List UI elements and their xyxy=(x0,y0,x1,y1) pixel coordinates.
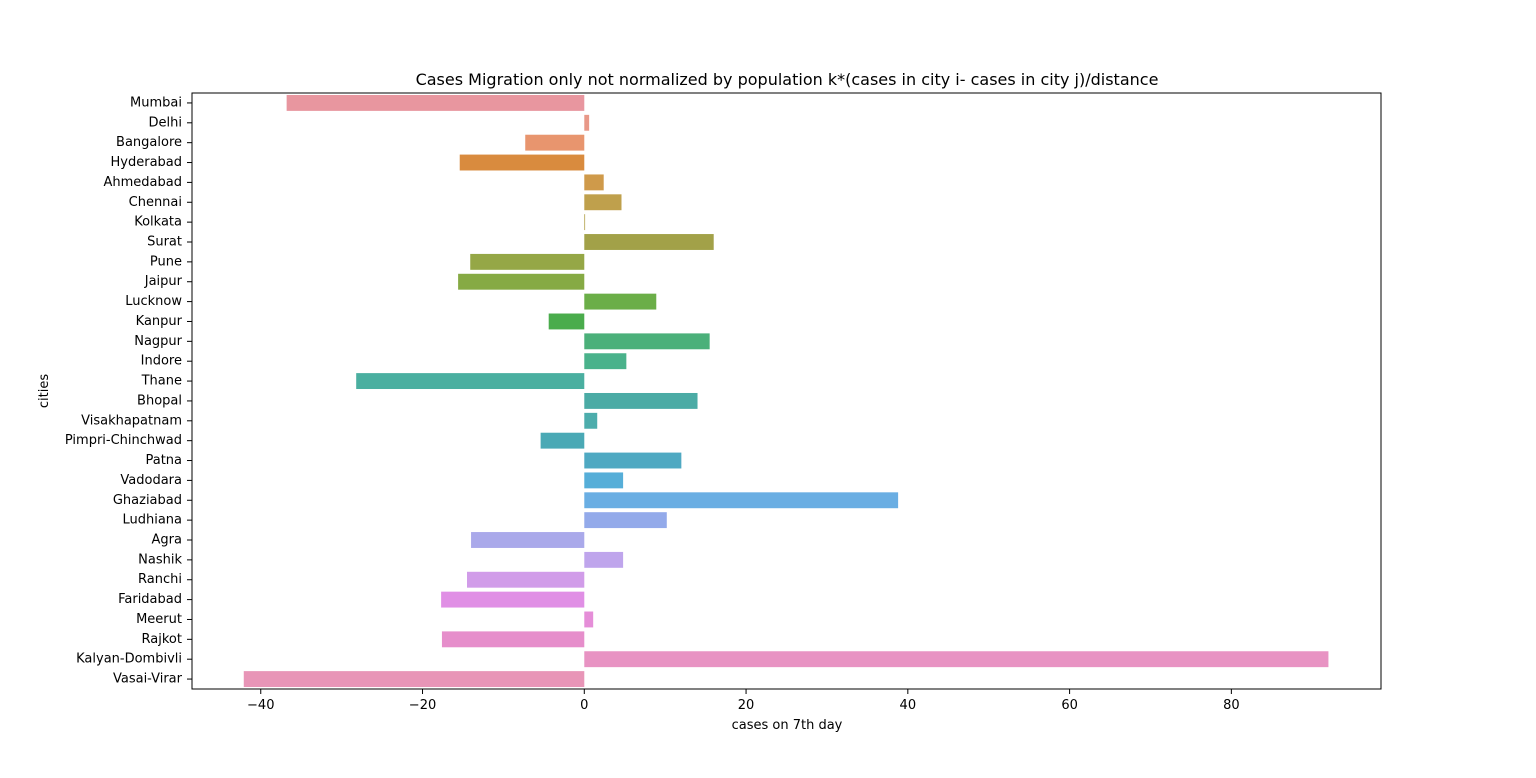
bar-kalyan-dombivli xyxy=(584,651,1329,668)
y-tick-label: Indore xyxy=(141,354,182,369)
y-tick-label: Thane xyxy=(141,374,182,389)
y-axis-label: cities xyxy=(37,374,52,408)
bar-vasai-virar xyxy=(243,671,585,688)
bar-ghaziabad xyxy=(584,492,899,509)
bar-pimpri-chinchwad xyxy=(540,432,585,449)
y-tick-label: Mumbai xyxy=(130,95,182,110)
bar-faridabad xyxy=(441,591,585,608)
y-tick-label: Hyderabad xyxy=(111,155,183,170)
plot-frame xyxy=(191,92,1382,690)
chart-title: Cases Migration only not normalized by p… xyxy=(416,70,1159,89)
bar-chennai xyxy=(584,194,622,211)
bar-kolkata xyxy=(584,214,586,231)
y-tick-label: Visakhapatnam xyxy=(81,413,182,428)
x-tick-label: −40 xyxy=(247,698,274,713)
y-tick-label: Lucknow xyxy=(125,294,182,309)
x-axis-ticks: −40 −20 0 20 40 60 80 xyxy=(247,689,1240,713)
y-tick-label: Surat xyxy=(147,235,182,250)
bar-bhopal xyxy=(584,392,698,409)
x-tick-label: 80 xyxy=(1223,698,1240,713)
bar-surat xyxy=(584,234,714,250)
x-tick-label: 40 xyxy=(900,698,917,713)
x-tick-label: −20 xyxy=(409,698,436,713)
bar-jaipur xyxy=(458,273,585,290)
y-tick-label: Nashik xyxy=(138,552,182,567)
y-tick-label: Delhi xyxy=(149,115,182,130)
bar-indore xyxy=(584,353,627,370)
y-tick-label: Ahmedabad xyxy=(104,175,182,190)
x-tick-label: 20 xyxy=(738,698,755,713)
bar-nagpur xyxy=(584,333,710,350)
bar-delhi xyxy=(584,114,590,131)
bar-patna xyxy=(584,452,682,469)
bar-kanpur xyxy=(548,313,585,330)
bar-bangalore xyxy=(525,134,585,151)
bar-meerut xyxy=(584,611,594,628)
y-tick-label: Kalyan-Dombivli xyxy=(76,652,182,667)
y-tick-label: Ludhiana xyxy=(122,513,182,528)
y-tick-label: Meerut xyxy=(136,612,182,627)
bar-hyderabad xyxy=(459,154,585,171)
bar-agra xyxy=(471,532,585,548)
bar-mumbai xyxy=(286,94,585,111)
bar-rajkot xyxy=(441,631,585,648)
x-tick-label: 0 xyxy=(580,698,588,713)
y-tick-label: Vasai-Virar xyxy=(113,672,183,687)
y-tick-label: Bhopal xyxy=(137,393,182,408)
y-tick-label: Nagpur xyxy=(134,334,182,349)
x-axis-label: cases on 7th day xyxy=(732,718,843,733)
bar-thane xyxy=(356,373,585,390)
bar-lucknow xyxy=(584,293,657,310)
bar-ludhiana xyxy=(584,512,667,529)
bar-nashik xyxy=(584,551,624,568)
bar-vadodara xyxy=(584,472,624,489)
x-tick-label: 60 xyxy=(1061,698,1078,713)
y-axis-ticks: Mumbai Delhi Bangalore Hyderabad Ahmedabad Ch… xyxy=(65,95,192,687)
bar-ranchi xyxy=(467,571,585,588)
y-tick-label: Jaipur xyxy=(144,274,183,289)
y-tick-label: Kolkata xyxy=(134,215,182,230)
bars-group xyxy=(243,94,1329,688)
y-tick-label: Pimpri-Chinchwad xyxy=(65,433,182,448)
y-tick-label: Ghaziabad xyxy=(113,493,182,508)
y-tick-label: Faridabad xyxy=(118,592,182,607)
y-tick-label: Ranchi xyxy=(138,572,182,587)
y-tick-label: Patna xyxy=(145,453,182,468)
bar-pune xyxy=(470,253,585,270)
y-tick-label: Bangalore xyxy=(116,135,182,150)
y-tick-label: Pune xyxy=(150,254,182,269)
y-tick-label: Rajkot xyxy=(142,632,182,647)
y-tick-label: Vadodara xyxy=(120,473,182,488)
y-tick-label: Agra xyxy=(152,533,182,548)
y-tick-label: Chennai xyxy=(129,195,182,210)
bar-ahmedabad xyxy=(584,174,604,191)
bar-visakhapatnam xyxy=(584,412,598,429)
y-tick-label: Kanpur xyxy=(136,314,183,329)
